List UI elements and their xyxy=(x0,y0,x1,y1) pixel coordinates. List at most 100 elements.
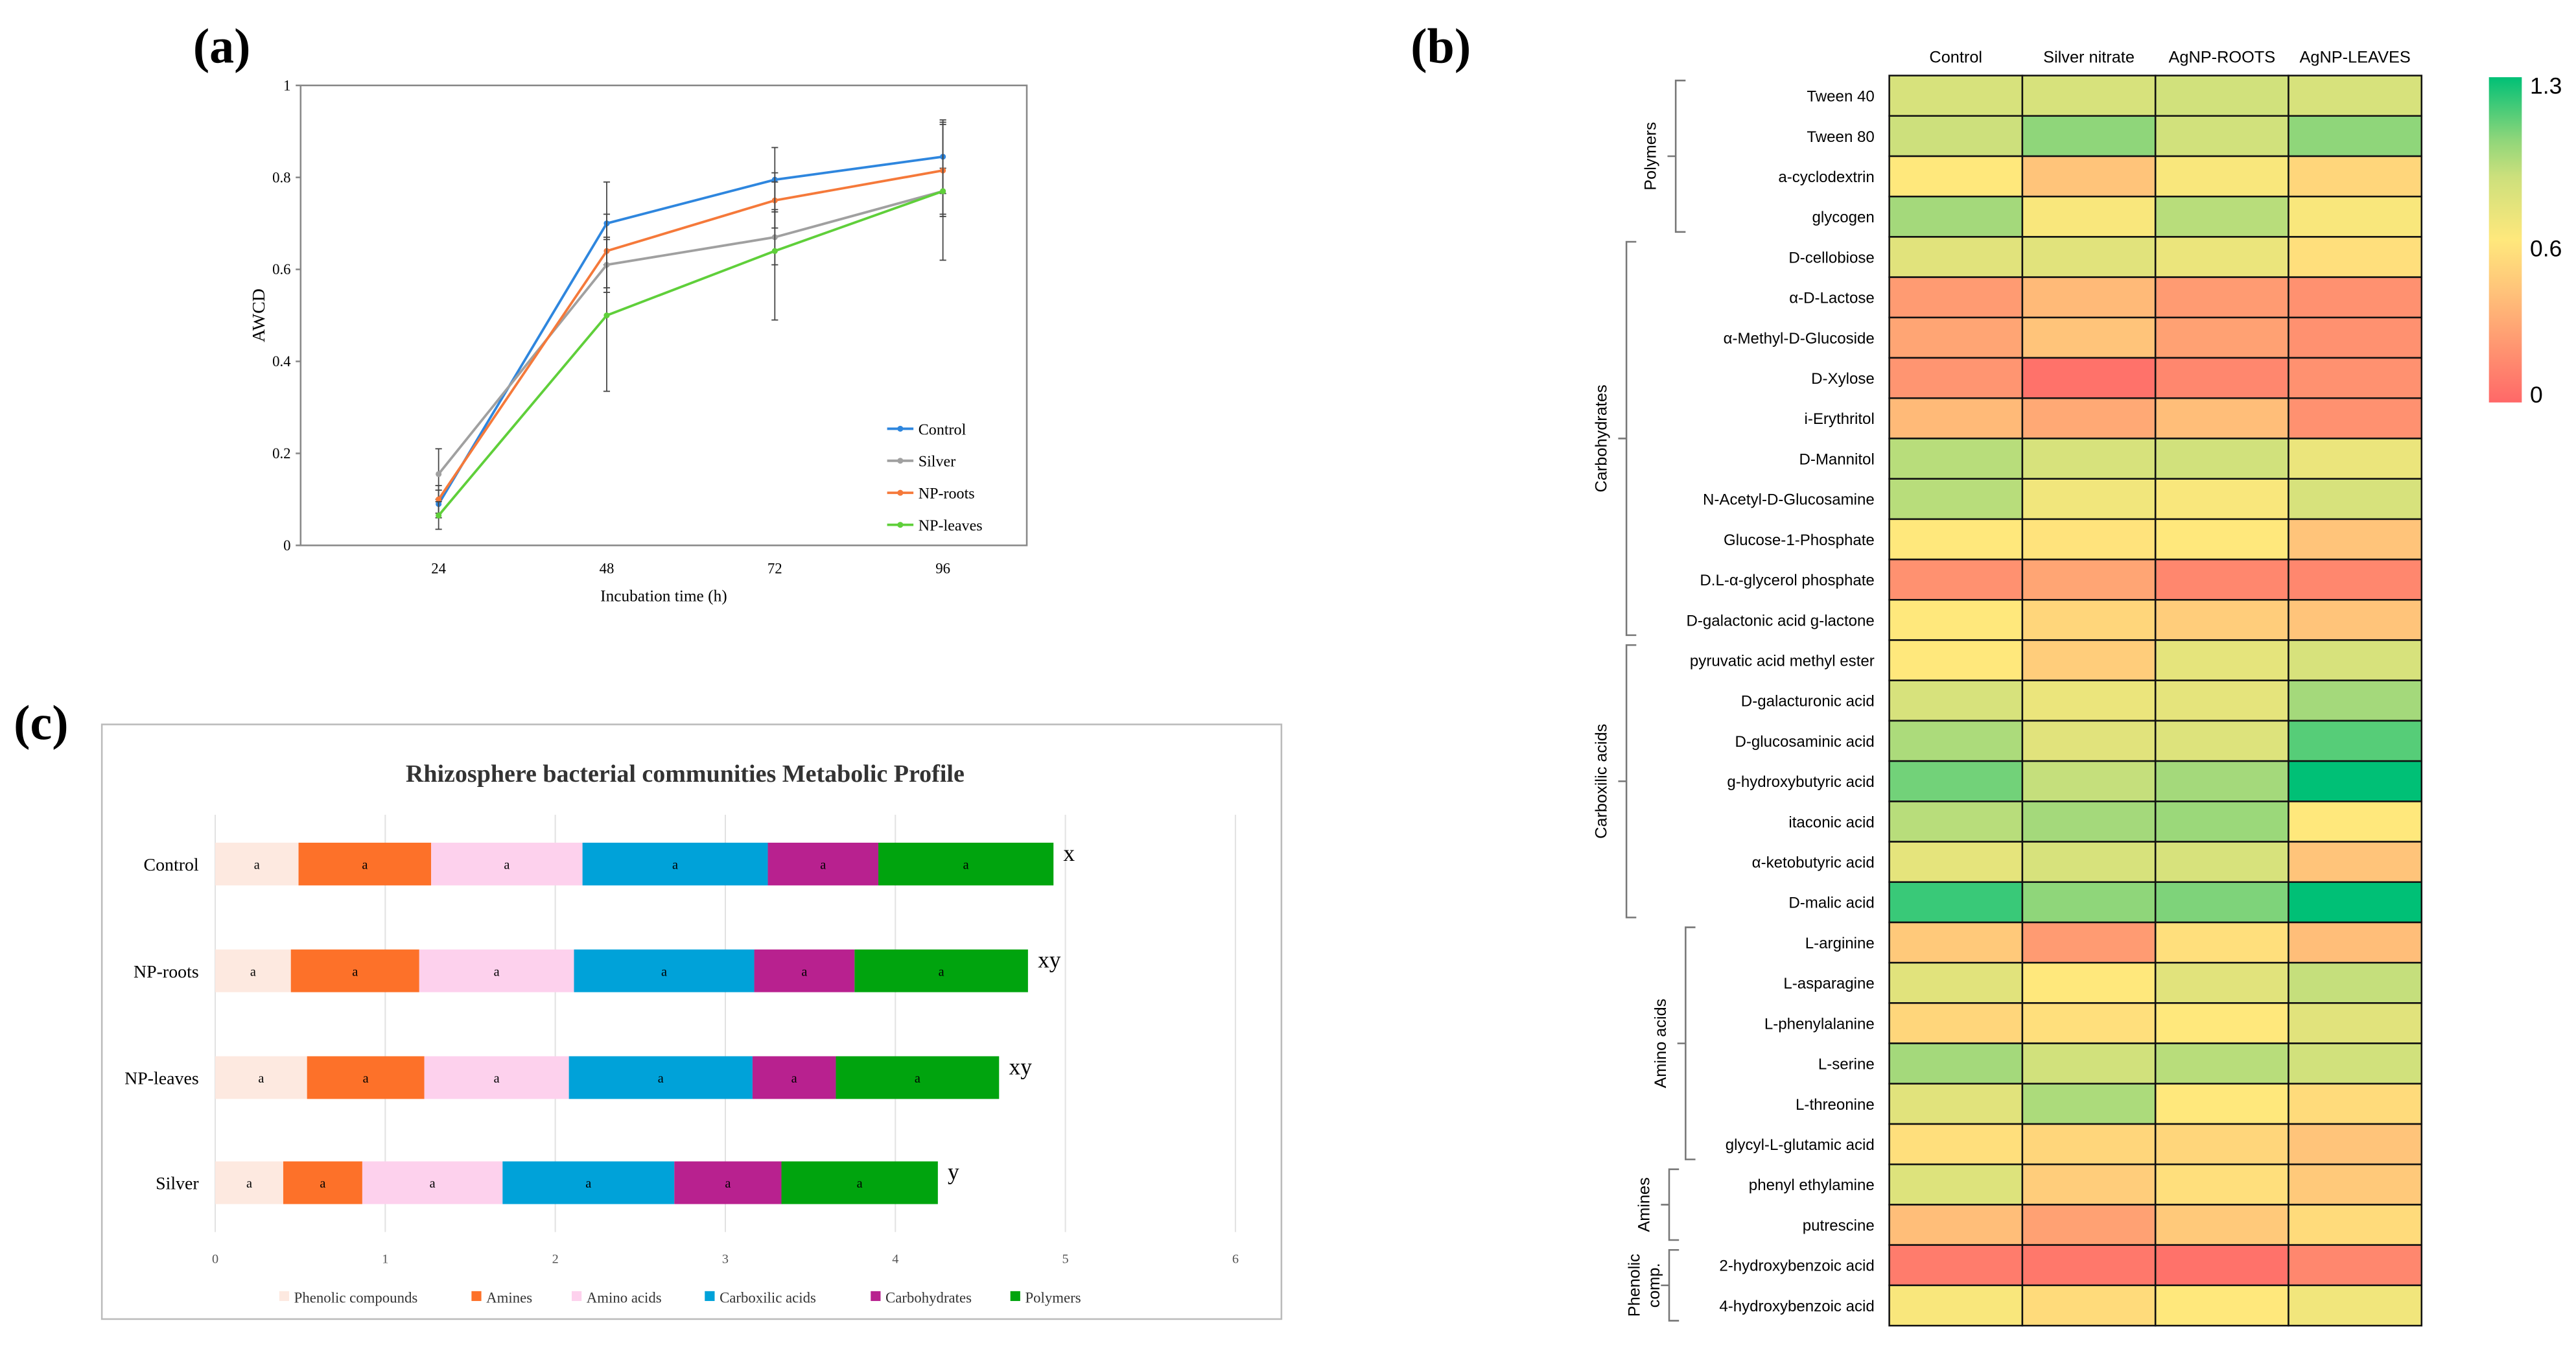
segment-label: a xyxy=(363,1072,369,1086)
y-tick-label: 0.8 xyxy=(272,169,291,185)
heatmap-cell xyxy=(2021,236,2157,278)
significance-label: xy xyxy=(1009,1053,1032,1079)
row-label: D-glucosaminic acid xyxy=(1735,733,1874,751)
row-label: putrescine xyxy=(1803,1217,1875,1234)
category-label: Control xyxy=(144,855,199,875)
row-label: α-Methyl-D-Glucoside xyxy=(1724,330,1875,347)
metabolic-profile-bar-chart: Rhizosphere bacterial communities Metabo… xyxy=(100,723,1283,1320)
heatmap-cell xyxy=(2154,639,2289,681)
row-label: phenyl ethylamine xyxy=(1749,1177,1875,1194)
x-tick-label: 6 xyxy=(1232,1252,1239,1267)
bar-segment-carbohydrates xyxy=(752,1056,836,1099)
heatmap-cell xyxy=(2154,881,2289,924)
metabolic-heatmap: Control Silver nitrate AgNP-ROOTS AgNP-LEAV… xyxy=(1593,48,2562,1327)
heatmap-cell xyxy=(1888,1204,2024,1246)
bar-segment-carboxilic-acids xyxy=(582,843,768,885)
heatmap-cell xyxy=(2021,478,2157,521)
heatmap-cell xyxy=(1888,1083,2024,1125)
group-bracket xyxy=(1677,926,1696,1160)
segment-label: a xyxy=(258,1072,264,1086)
heatmap-cell xyxy=(2021,115,2157,158)
heatmap-cell xyxy=(2154,75,2289,117)
bar-segment-polymers xyxy=(836,1056,1000,1099)
significance-label: y xyxy=(948,1159,959,1185)
chart-title: Rhizosphere bacterial communities Metabo… xyxy=(406,760,965,788)
heatmap-cell xyxy=(2288,921,2423,964)
x-tick-label: 3 xyxy=(722,1252,729,1267)
heatmap-cell xyxy=(2288,236,2423,278)
heatmap-cell xyxy=(1888,115,2024,158)
legend-label: Silver xyxy=(919,454,955,471)
heatmap-cell xyxy=(2288,357,2423,399)
heatmap-cell xyxy=(2154,720,2289,762)
row-label: L-threonine xyxy=(1796,1096,1875,1114)
row-label: α-ketobutyric acid xyxy=(1752,854,1875,872)
bar-segment-carboxilic-acids xyxy=(568,1056,753,1099)
heatmap-cell xyxy=(2021,881,2157,924)
heatmap-cell xyxy=(2021,639,2157,681)
y-tick-label: 0 xyxy=(283,537,290,554)
data-point xyxy=(436,496,442,502)
category-label: NP-leaves xyxy=(124,1069,199,1089)
heatmap-cell xyxy=(2288,720,2423,762)
heatmap-cell xyxy=(2021,1204,2157,1246)
legend-marker xyxy=(897,522,904,528)
heatmap-cell xyxy=(2154,961,2289,1004)
row-label: N-Acetyl-D-Glucosamine xyxy=(1703,491,1875,509)
data-point xyxy=(436,471,442,477)
heatmap-cell xyxy=(2154,518,2289,561)
heatmap-cell xyxy=(2021,276,2157,319)
bar-segment-polymers xyxy=(781,1161,938,1204)
heatmap-cell xyxy=(2021,1163,2157,1206)
bar-segment-phenolic-compounds xyxy=(215,1056,307,1099)
group-label: Carbohydrates xyxy=(1593,384,1611,492)
heatmap-cell xyxy=(2288,155,2423,198)
heatmap-cell xyxy=(1888,1042,2024,1085)
segment-label: a xyxy=(494,965,500,979)
heatmap-cell xyxy=(1888,760,2024,802)
heatmap-cell xyxy=(2154,760,2289,802)
heatmap-cell xyxy=(1888,599,2024,641)
panel-label-a: (a) xyxy=(193,19,251,73)
heatmap-cell xyxy=(2288,1002,2423,1044)
panel-label-b: (b) xyxy=(1411,19,1471,73)
group-label: Amines xyxy=(1635,1177,1654,1232)
heatmap-cell xyxy=(2288,397,2423,439)
heatmap-cell xyxy=(2288,760,2423,802)
column-header: Control xyxy=(1929,48,1982,66)
legend-label: Carbohydrates xyxy=(885,1290,972,1306)
heatmap-cell xyxy=(2154,1002,2289,1044)
column-header: AgNP-ROOTS xyxy=(2168,48,2275,66)
group-label: Phenolic comp. xyxy=(1625,1254,1663,1317)
row-label: D-Xylose xyxy=(1811,370,1875,388)
heatmap-cell xyxy=(1888,155,2024,198)
heatmap-cell xyxy=(1888,1244,2024,1287)
heatmap-cell xyxy=(2154,599,2289,641)
bar-segment-amines xyxy=(298,843,432,885)
x-axis-label: Incubation time (h) xyxy=(600,587,727,605)
segment-label: a xyxy=(672,858,678,873)
legend-label: NP-roots xyxy=(919,486,975,502)
segment-label: a xyxy=(661,965,667,979)
bar-segment-amino-acids xyxy=(362,1161,503,1204)
significance-label: x xyxy=(1063,840,1075,866)
heatmap-cell xyxy=(1888,357,2024,399)
heatmap-cell xyxy=(2021,720,2157,762)
segment-label: a xyxy=(430,1177,436,1191)
heatmap-cell xyxy=(2021,599,2157,641)
x-tick-label: 72 xyxy=(767,560,782,576)
heatmap-cell xyxy=(2154,801,2289,843)
heatmap-cell xyxy=(2288,478,2423,521)
heatmap-cell xyxy=(2154,1204,2289,1246)
x-tick-label: 2 xyxy=(552,1252,559,1267)
heatmap-cell xyxy=(2288,316,2423,359)
heatmap-cell xyxy=(2288,1204,2423,1246)
segment-label: a xyxy=(939,965,944,979)
heatmap-cell xyxy=(2154,558,2289,601)
heatmap-cell xyxy=(2021,1123,2157,1165)
column-header: AgNP-LEAVES xyxy=(2299,48,2410,66)
heatmap-cell xyxy=(1888,478,2024,521)
heatmap-cell xyxy=(1888,961,2024,1004)
group-bracket xyxy=(1618,240,1637,637)
row-label: D-cellobiose xyxy=(1788,249,1874,266)
